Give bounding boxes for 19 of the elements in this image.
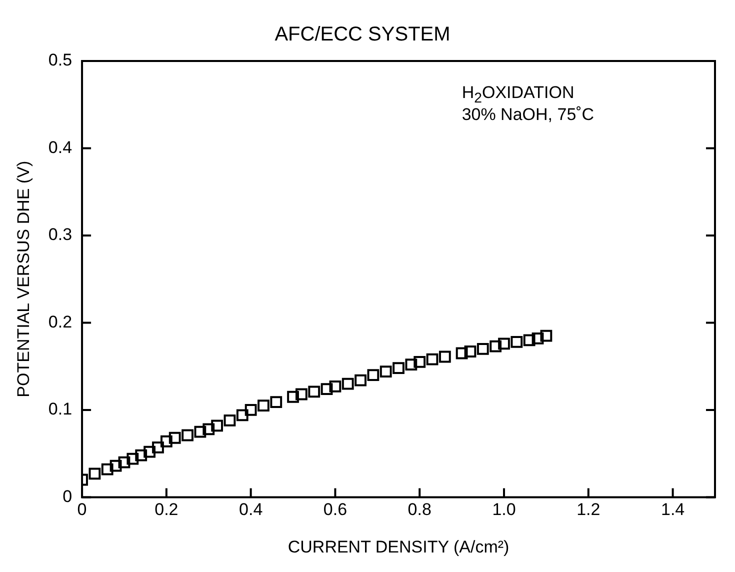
y-axis-title: POTENTIAL VERSUS DHE (V) — [14, 160, 33, 398]
annotation: H$_{2}$OXIDATION — [462, 83, 574, 106]
y-tick-label: 0.5 — [48, 50, 72, 70]
x-tick-label: 1.2 — [576, 500, 600, 520]
y-tick-label: 0.2 — [48, 312, 72, 332]
x-tick-label: 0.4 — [239, 500, 263, 520]
y-tick-label: 0 — [62, 486, 72, 506]
x-tick-label: 0.8 — [408, 500, 432, 520]
chart-title: AFC/ECC SYSTEM — [274, 24, 450, 46]
y-tick-label: 0.4 — [48, 138, 72, 157]
x-tick-label: 0.6 — [323, 500, 348, 520]
x-tick-label: 1.0 — [492, 500, 516, 520]
y-tick-label: 0.1 — [48, 400, 72, 419]
y-tick-label: 0.3 — [48, 225, 72, 244]
annotation: 30% NaOH, 75˚C — [462, 105, 594, 125]
x-tick-label: 0.2 — [154, 500, 178, 520]
x-tick-label: 0 — [77, 500, 87, 520]
x-axis-title: CURRENT DENSITY (A/cm²) — [288, 537, 510, 556]
x-tick-label: 1.4 — [660, 500, 685, 520]
